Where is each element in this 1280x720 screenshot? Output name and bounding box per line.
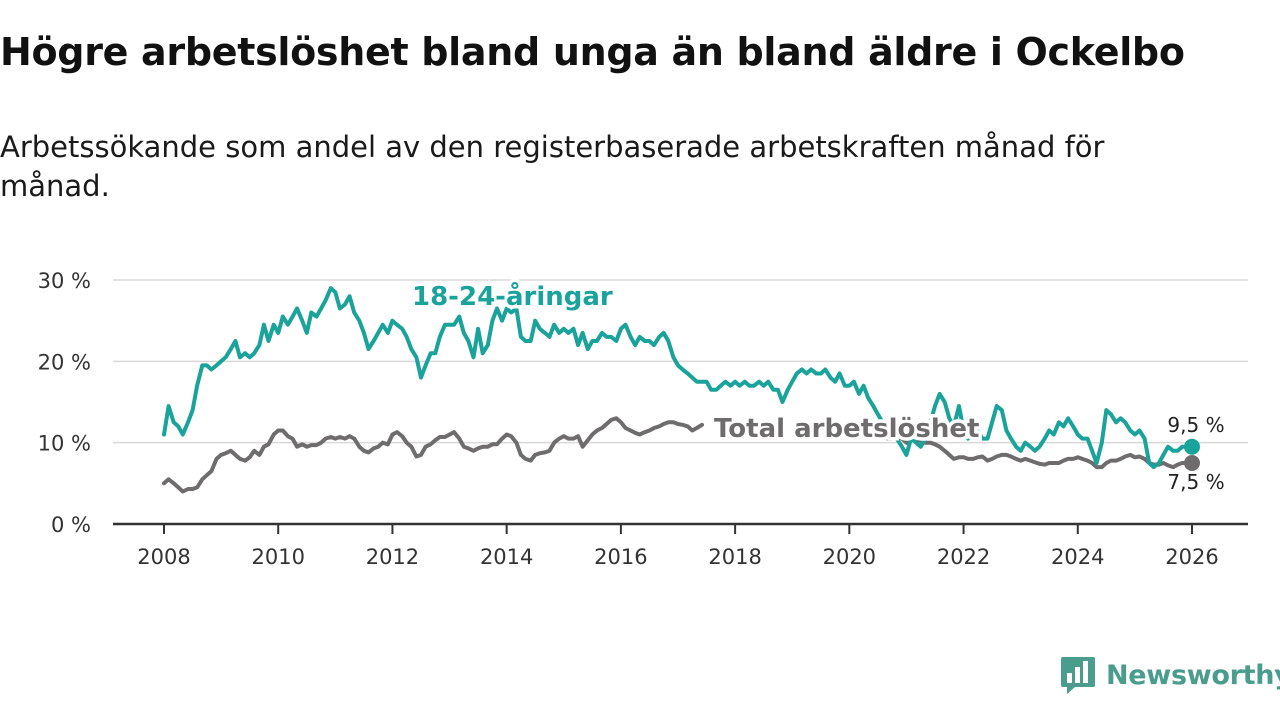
- x-tick-label: 2026: [1165, 545, 1218, 569]
- gridlines: [113, 279, 1248, 444]
- x-tick-label: 2018: [708, 545, 761, 569]
- y-tick-label: 10 %: [38, 432, 91, 456]
- y-tick-label: 0 %: [51, 513, 91, 537]
- newsworthy-logo-icon: [1061, 657, 1095, 694]
- x-tick-label: 2022: [937, 545, 990, 569]
- end-value-18-24: 9,5 %: [1167, 413, 1224, 437]
- x-tick-label: 2024: [1051, 545, 1104, 569]
- x-axis-ticks: 2008 2010 2012 2014 2016 2018 2020 2022 2024 2026: [113, 522, 1248, 569]
- chart-subtitle: Arbetssökande som andel av den registerb…: [0, 130, 1105, 203]
- end-markers: 9,5 % 7,5 %: [1167, 413, 1224, 494]
- x-tick-label: 2010: [251, 545, 304, 569]
- brand-name: Newsworthy: [1106, 659, 1280, 691]
- y-tick-label: 30 %: [38, 269, 91, 293]
- end-marker-total: [1184, 455, 1200, 471]
- series-line-total: [162, 416, 704, 494]
- series-label-total: Total arbetslöshet: [714, 414, 979, 444]
- end-value-total: 7,5 %: [1167, 470, 1224, 494]
- newsworthy-brand[interactable]: Newsworthy: [1060, 655, 1280, 695]
- end-marker-18-24: [1184, 438, 1200, 455]
- series-lines: [162, 286, 1194, 494]
- x-tick-label: 2012: [366, 545, 419, 569]
- chart-title: Högre arbetslöshet bland unga än bland ä…: [0, 30, 1185, 74]
- series-line-total: [871, 428, 1194, 470]
- x-tick-label: 2008: [137, 545, 190, 569]
- y-tick-label: 20 %: [38, 350, 91, 374]
- x-tick-label: 2016: [594, 545, 647, 569]
- series-label-18-24: 18-24-åringar: [412, 280, 613, 312]
- series-labels: 18-24-åringar Total arbetslöshet: [409, 277, 983, 448]
- x-tick-label: 2014: [480, 545, 533, 569]
- y-axis-ticks: 0 % 10 % 20 % 30 %: [38, 269, 91, 537]
- x-tick-label: 2020: [823, 545, 876, 569]
- series-line-18-24: [162, 286, 1194, 470]
